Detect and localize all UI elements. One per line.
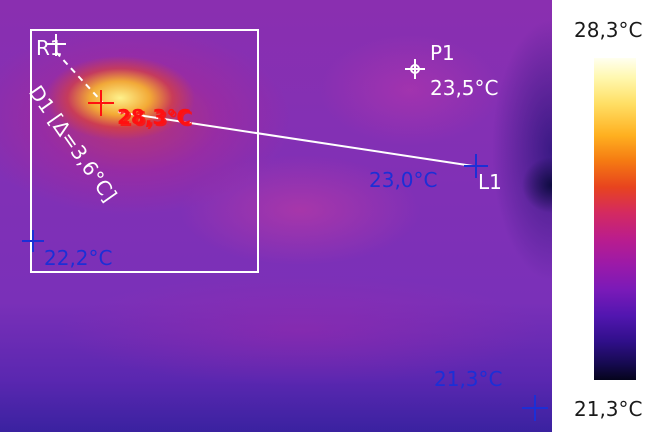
scale-min-label: 21,3°C [574, 397, 643, 421]
roi-min-temp-label: 22,2°C [44, 246, 113, 270]
hotspot-marker-icon [88, 90, 114, 116]
spot-temp-label: 23,5°C [430, 76, 499, 100]
spot-name-label: P1 [430, 41, 455, 65]
spot-marker-icon[interactable] [405, 59, 425, 79]
thermal-image: R1 P1 23,5°C 26,3°C 28,3°C D1 [Δ=3,6°C] … [0, 0, 552, 432]
line-min-temp-label: 23,0°C [369, 168, 438, 192]
line-cold-marker-icon [464, 154, 488, 178]
bottom-min-temp-label: 21,3°C [434, 367, 503, 391]
bottom-cold-marker-icon [522, 395, 548, 421]
delta-link-line [55, 51, 105, 105]
scale-max-label: 28,3°C [574, 18, 643, 42]
line-max-temp-label: 28,3°C [117, 105, 192, 129]
roi-cold-marker-icon [22, 230, 44, 252]
measurement-line[interactable] [117, 111, 474, 167]
roi-rectangle[interactable] [30, 29, 259, 273]
measurement-overlay [22, 29, 548, 421]
line-name-label: L1 [478, 170, 502, 194]
hotspot-temp-overlap-label: 26,3°C [119, 107, 194, 131]
color-scale-bar [594, 58, 636, 380]
roi-name-label: R1 [36, 36, 63, 60]
